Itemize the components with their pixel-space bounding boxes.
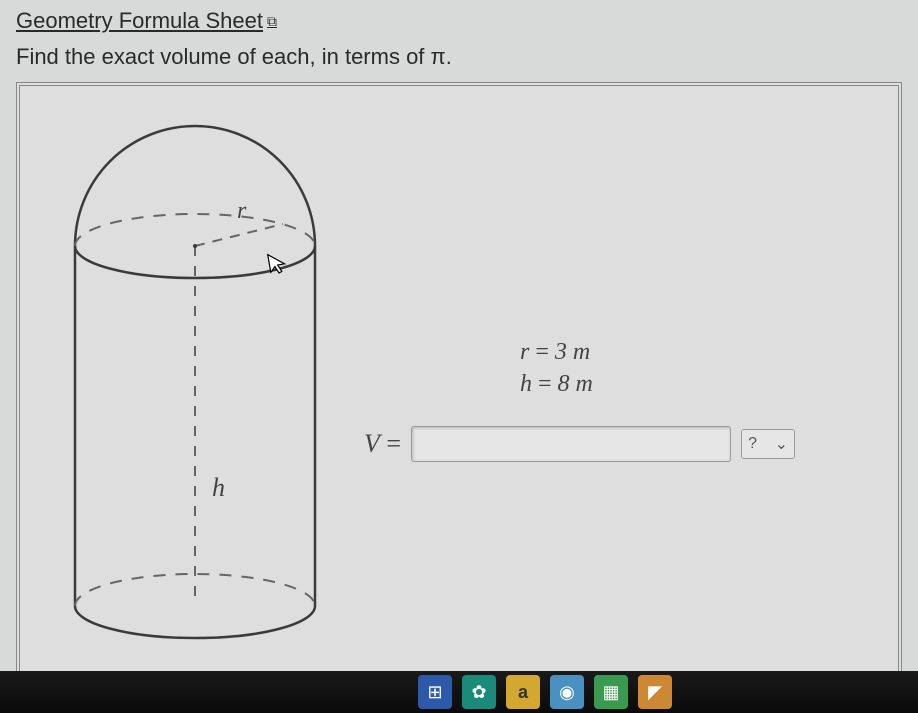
chevron-down-icon: ⌄ [775, 434, 788, 454]
unit-select[interactable]: ? ⌄ [741, 429, 795, 459]
formula-sheet-link[interactable]: Geometry Formula Sheet ⧉ [16, 8, 277, 34]
link-text: Geometry Formula Sheet [16, 8, 263, 34]
svg-text:h: h [212, 473, 225, 502]
given-values: r = 3 m h = 8 m [520, 336, 593, 401]
r-variable: r [520, 339, 529, 365]
external-link-icon: ⧉ [267, 13, 277, 30]
taskbar-files-icon[interactable]: ◤ [638, 675, 672, 709]
answer-row: V = ? ⌄ [364, 426, 795, 462]
r-value: 3 m [555, 339, 590, 365]
taskbar-edge-icon[interactable]: ◉ [550, 675, 584, 709]
h-value: 8 m [558, 371, 593, 397]
taskbar-excel-icon[interactable]: ▦ [594, 675, 628, 709]
taskbar: ⊞ ✿ a ◉ ▦ ◤ [0, 671, 918, 713]
svg-text:r: r [237, 198, 247, 224]
problem-panel: r h r = 3 m h = 8 m [16, 82, 902, 682]
h-variable: h [520, 371, 532, 397]
taskbar-amazon-icon[interactable]: a [506, 675, 540, 709]
unit-placeholder: ? [748, 435, 757, 453]
taskbar-teams-icon[interactable]: ✿ [462, 675, 496, 709]
volume-input[interactable] [411, 426, 731, 462]
instruction-text: Find the exact volume of each, in terms … [16, 44, 902, 70]
taskbar-taskview-icon[interactable]: ⊞ [418, 675, 452, 709]
solid-figure: r h [40, 96, 350, 656]
volume-label: V = [364, 429, 401, 459]
answer-area: r = 3 m h = 8 m V = ? ⌄ [350, 96, 878, 668]
